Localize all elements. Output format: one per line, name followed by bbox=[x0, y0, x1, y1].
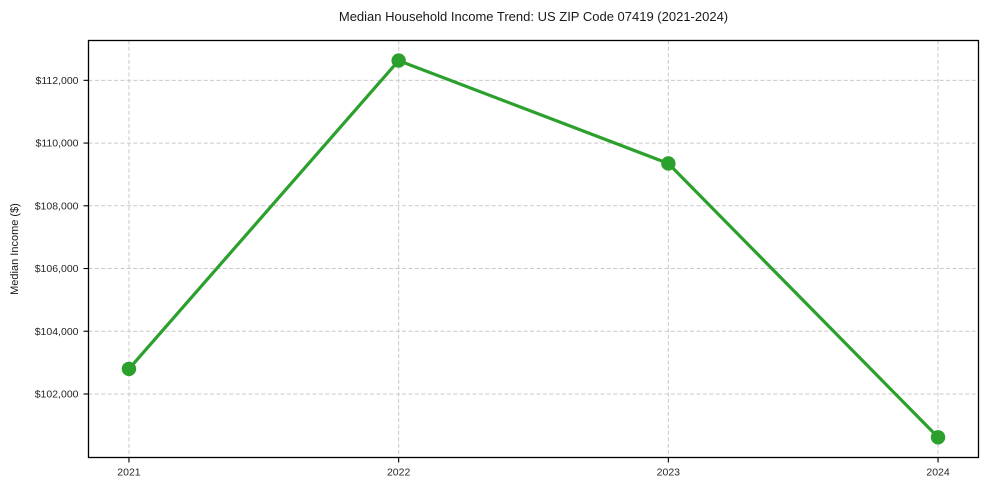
chart-title: Median Household Income Trend: US ZIP Co… bbox=[338, 9, 729, 24]
y-tick-label: $108,000 bbox=[35, 200, 79, 212]
data-point-2022 bbox=[391, 53, 406, 68]
data-point-2023 bbox=[661, 156, 676, 171]
y-tick-label: $110,000 bbox=[35, 138, 78, 150]
y-tick-label: $106,000 bbox=[35, 263, 79, 275]
data-point-2024 bbox=[930, 430, 946, 445]
y-tick-label: $112,000 bbox=[35, 75, 78, 87]
y-tick-label: $102,000 bbox=[35, 388, 79, 400]
y-tick-label: $104,000 bbox=[35, 326, 79, 338]
x-tick-label: 2023 bbox=[657, 467, 681, 479]
data-point-2021 bbox=[121, 361, 137, 377]
x-tick-label: 2021 bbox=[117, 467, 141, 479]
plot-border bbox=[87, 39, 980, 459]
x-tick-label: 2024 bbox=[926, 467, 950, 479]
x-tick-label: 2022 bbox=[387, 467, 411, 479]
trend-line bbox=[127, 58, 940, 439]
